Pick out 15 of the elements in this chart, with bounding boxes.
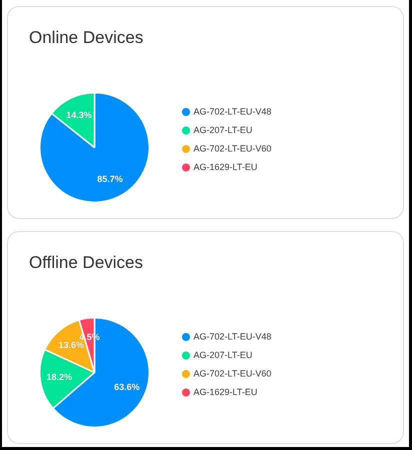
legend-label: AG-702-LT-EU-V60 [194,368,272,378]
data-label: 13.6% [58,340,84,350]
legend-label: AG-702-LT-EU-V60 [194,143,272,154]
legend-label: AG-702-LT-EU-V48 [194,106,272,116]
chart-title: Online Devices [29,28,144,48]
legend-label: AG-1629-LT-EU [194,162,258,172]
data-label: 14.3% [66,110,92,120]
data-label: 85.7% [97,174,123,184]
legend-label: AG-207-LT-EU [194,124,252,135]
data-label: 63.6% [114,382,140,392]
legend-label: AG-1629-LT-EU [194,386,258,397]
chart-title: Offline Devices [29,253,144,273]
legend-label: AG-702-LT-EU-V48 [194,331,272,342]
legend-label: AG-207-LT-EU [194,350,252,360]
data-label: 18.2% [46,372,72,382]
